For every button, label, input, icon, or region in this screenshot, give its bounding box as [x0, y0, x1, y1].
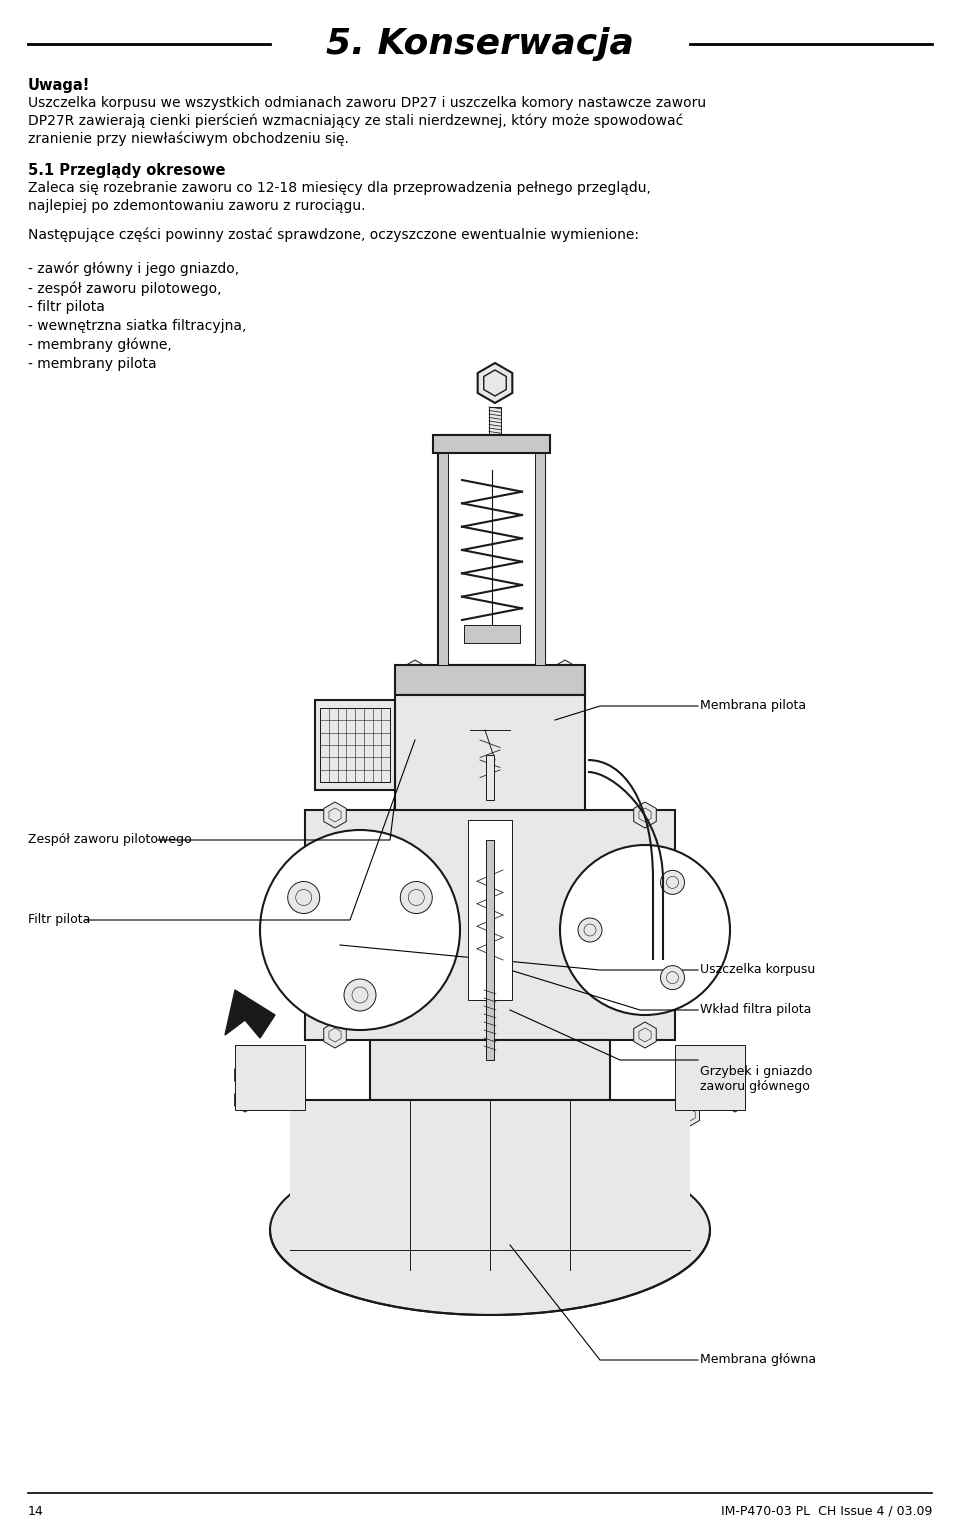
- Bar: [486, 755, 494, 800]
- Bar: [433, 435, 550, 453]
- Text: IM-P470-03 PL  CH Issue 4 / 03.09: IM-P470-03 PL CH Issue 4 / 03.09: [721, 1504, 932, 1518]
- Text: Membrana główna: Membrana główna: [700, 1353, 816, 1367]
- Text: 5. Konserwacja: 5. Konserwacja: [326, 28, 634, 61]
- Polygon shape: [411, 1180, 429, 1201]
- Polygon shape: [725, 1063, 745, 1088]
- Text: Uwaga!: Uwaga!: [28, 78, 90, 93]
- Text: zranienie przy niewłaściwym obchodzeniu się.: zranienie przy niewłaściwym obchodzeniu …: [28, 132, 348, 147]
- Circle shape: [578, 918, 602, 942]
- Text: - zawór główny i jego gniazdo,: - zawór główny i jego gniazdo,: [28, 262, 239, 276]
- Polygon shape: [450, 1144, 469, 1166]
- Text: Następujące części powinny zostać sprawdzone, oczyszczone ewentualnie wymienione: Następujące części powinny zostać sprawd…: [28, 228, 639, 242]
- Bar: [395, 665, 585, 696]
- Bar: [489, 408, 501, 435]
- Bar: [438, 435, 448, 665]
- Polygon shape: [405, 660, 424, 682]
- Text: Grzybek i gniazdo
zaworu głównego: Grzybek i gniazdo zaworu głównego: [700, 1065, 812, 1092]
- Text: Filtr pilota: Filtr pilota: [28, 913, 90, 927]
- Circle shape: [400, 881, 432, 913]
- Polygon shape: [570, 1180, 589, 1201]
- Polygon shape: [324, 1022, 347, 1048]
- Polygon shape: [634, 801, 657, 827]
- Text: - zespół zaworu pilotowego,: - zespół zaworu pilotowego,: [28, 280, 222, 296]
- Circle shape: [660, 870, 684, 895]
- Bar: [464, 625, 520, 643]
- Bar: [438, 435, 545, 665]
- Polygon shape: [531, 1144, 549, 1166]
- Polygon shape: [495, 1189, 515, 1210]
- Circle shape: [288, 881, 320, 913]
- Circle shape: [260, 830, 460, 1030]
- Bar: [320, 708, 390, 781]
- Polygon shape: [556, 660, 574, 682]
- Polygon shape: [681, 1105, 700, 1126]
- Polygon shape: [634, 1022, 657, 1048]
- Circle shape: [344, 979, 376, 1011]
- Text: 14: 14: [28, 1504, 44, 1518]
- Polygon shape: [234, 1063, 255, 1088]
- Bar: [535, 435, 545, 665]
- Polygon shape: [611, 1134, 630, 1157]
- Bar: [235, 1045, 305, 1111]
- Polygon shape: [556, 677, 574, 699]
- Polygon shape: [225, 990, 275, 1039]
- Text: Uszczelka korpusu: Uszczelka korpusu: [700, 964, 815, 976]
- Text: - filtr pilota: - filtr pilota: [28, 300, 105, 314]
- Polygon shape: [405, 677, 424, 699]
- Polygon shape: [234, 1088, 255, 1112]
- Bar: [395, 696, 585, 810]
- Circle shape: [660, 965, 684, 990]
- Polygon shape: [725, 1088, 745, 1112]
- Polygon shape: [300, 1105, 320, 1126]
- Bar: [370, 1040, 610, 1100]
- Ellipse shape: [270, 1144, 710, 1314]
- Polygon shape: [324, 801, 347, 827]
- Text: Uszczelka korpusu we wszystkich odmianach zaworu DP27 i uszczelka komory nastawc: Uszczelka korpusu we wszystkich odmianac…: [28, 97, 707, 110]
- Circle shape: [560, 846, 730, 1016]
- Bar: [305, 810, 675, 1040]
- Text: Membrana pilota: Membrana pilota: [700, 700, 806, 712]
- Bar: [675, 1045, 745, 1111]
- Bar: [468, 820, 512, 1000]
- Text: najlepiej po zdemontowaniu zaworu z rurociągu.: najlepiej po zdemontowaniu zaworu z ruro…: [28, 199, 366, 213]
- Text: - membrany pilota: - membrany pilota: [28, 357, 156, 371]
- Bar: [486, 840, 494, 1060]
- Text: - wewnętrzna siatka filtracyjna,: - wewnętrzna siatka filtracyjna,: [28, 319, 247, 332]
- Text: - membrany główne,: - membrany główne,: [28, 339, 172, 352]
- Text: Zespół zaworu pilotowego: Zespół zaworu pilotowego: [28, 833, 192, 847]
- Bar: [315, 700, 395, 791]
- Text: 5.1 Przeglądy okresowe: 5.1 Przeglądy okresowe: [28, 162, 226, 178]
- Polygon shape: [325, 1164, 345, 1186]
- Text: Zaleca się rozebranie zaworu co 12-18 miesięcy dla przeprowadzenia pełnego przeg: Zaleca się rozebranie zaworu co 12-18 mi…: [28, 181, 651, 195]
- Polygon shape: [371, 1134, 390, 1157]
- Polygon shape: [651, 1164, 669, 1186]
- Polygon shape: [478, 363, 513, 403]
- Text: DP27R zawierają cienki pierścień wzmacniający ze stali nierdzewnej, który może s: DP27R zawierają cienki pierścień wzmacni…: [28, 113, 684, 129]
- Bar: [290, 1100, 690, 1230]
- Text: Wkład filtra pilota: Wkład filtra pilota: [700, 1003, 811, 1017]
